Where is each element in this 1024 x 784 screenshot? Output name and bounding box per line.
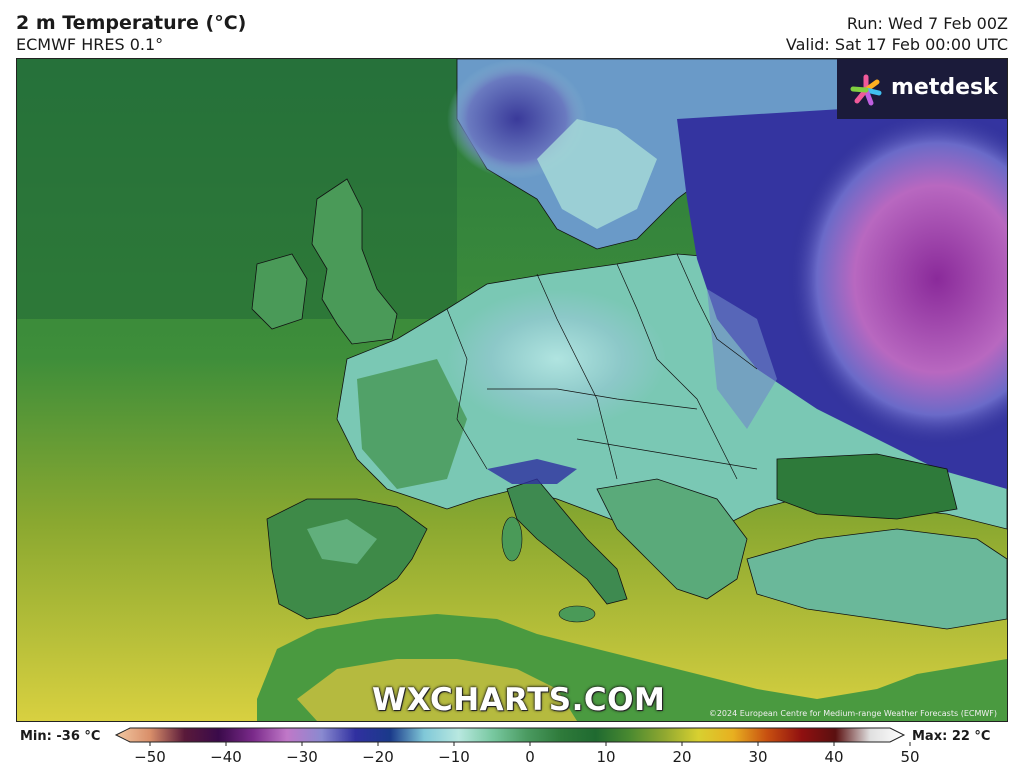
min-temperature: Min: -36 °C	[20, 729, 101, 744]
country-borders	[446, 253, 758, 480]
north-atlantic-field	[17, 59, 457, 319]
max-temperature: Max: 22 °C	[912, 729, 991, 744]
wxcharts-watermark: WXCHARTS.COM	[372, 682, 666, 718]
colorbar-tick-label: −50	[134, 748, 166, 766]
colorbar: Min: -36 °C Max: 22 °C −50 −40 −30 −20 −10 0 1…	[0, 724, 1024, 784]
colorbar-ticks: −50 −40 −30 −20 −10 0 10 20 30 40 50	[0, 748, 1024, 772]
model-name: ECMWF HRES 0.1°	[16, 35, 164, 54]
map-canvas	[17, 59, 1007, 721]
germany-cold	[447, 289, 667, 429]
metdesk-logo-icon	[850, 74, 882, 106]
colorbar-tick-label: 20	[672, 748, 692, 766]
colorbar-tick-label: 30	[748, 748, 768, 766]
black-sea	[776, 453, 958, 520]
iberia-plateau	[307, 519, 377, 564]
colorbar-tick-label: −10	[438, 748, 470, 766]
ireland	[251, 253, 308, 330]
colorbar-tick-label: −30	[286, 748, 318, 766]
sweden-field	[537, 119, 657, 229]
colorbar-tick-label: −20	[362, 748, 394, 766]
belarus-gradient	[707, 289, 777, 429]
chart-title: 2 m Temperature (°C)	[16, 12, 247, 34]
anatolia	[746, 528, 1007, 630]
france-mild	[357, 359, 467, 489]
alps-cold	[487, 459, 577, 484]
balkans	[596, 478, 748, 600]
colorbar-tick-label: 0	[525, 748, 535, 766]
great-britain	[311, 178, 398, 345]
colorbar-tick-label: 40	[824, 748, 844, 766]
ecmwf-copyright: ©2024 European Centre for Medium-range W…	[708, 709, 997, 718]
colorbar-tick-label: 10	[596, 748, 616, 766]
chart-header: 2 m Temperature (°C) ECMWF HRES 0.1° Run…	[0, 0, 1024, 58]
colorbar-bar	[114, 727, 906, 743]
sicily	[558, 605, 596, 623]
run-time: Run: Wed 7 Feb 00Z	[846, 14, 1008, 33]
sahara-warm	[297, 659, 577, 721]
temperature-map: metdesk WXCHARTS.COM ©2024 European Cent…	[16, 58, 1008, 722]
metdesk-logo: metdesk	[837, 59, 1007, 119]
metdesk-logo-text: metdesk	[891, 75, 998, 100]
colorbar-tick-label: −40	[210, 748, 242, 766]
corsica-sardinia	[501, 516, 523, 562]
russia-cold-core	[787, 109, 1007, 449]
valid-time: Valid: Sat 17 Feb 00:00 UTC	[785, 35, 1008, 54]
italy	[506, 478, 628, 605]
colorbar-tick-label: 50	[900, 748, 920, 766]
colorbar-gradient	[114, 727, 911, 746]
